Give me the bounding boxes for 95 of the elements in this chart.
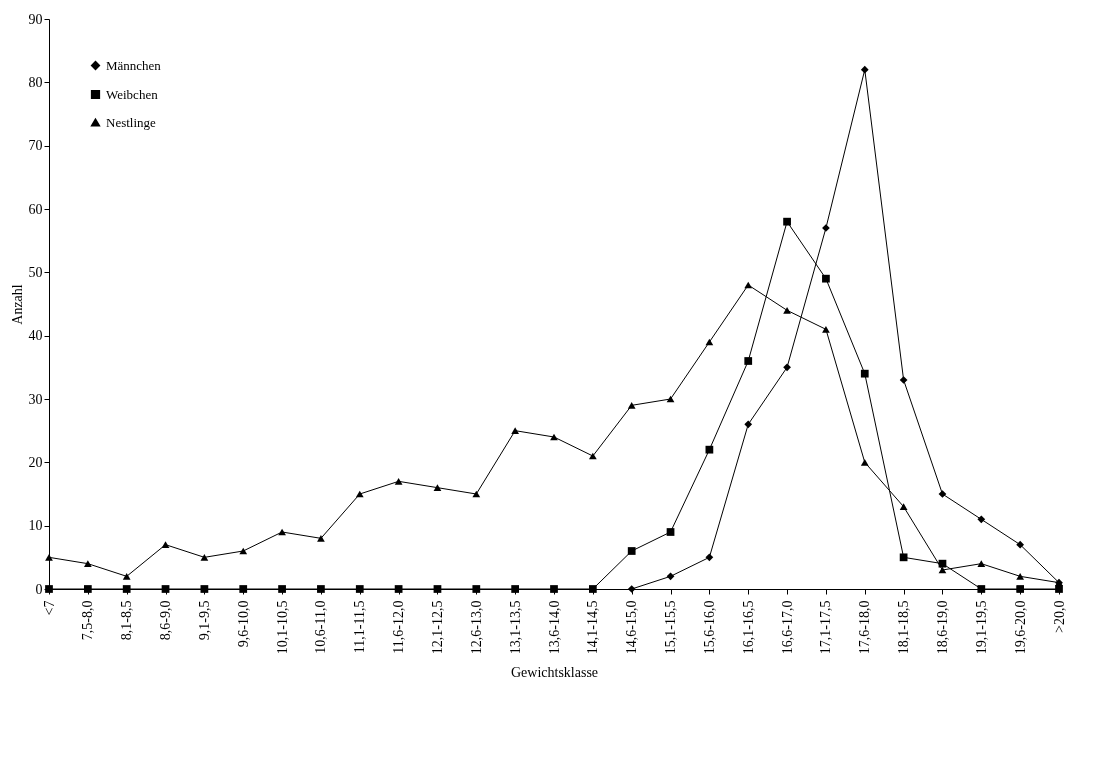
point bbox=[899, 376, 908, 384]
point bbox=[899, 553, 908, 562]
point bbox=[666, 395, 675, 403]
x-tick-label: 8,1-8,5 bbox=[119, 600, 135, 641]
point bbox=[83, 560, 92, 568]
point bbox=[122, 572, 131, 580]
y-tick-label: 50 bbox=[28, 264, 43, 280]
point bbox=[627, 401, 636, 409]
point bbox=[161, 541, 170, 549]
x-tick-label: 10,1-10,5 bbox=[274, 600, 290, 655]
point bbox=[1016, 540, 1025, 549]
y-tick-label: 40 bbox=[28, 328, 43, 344]
point bbox=[317, 585, 325, 593]
x-tick-label: 9,1-9,5 bbox=[196, 600, 212, 641]
point bbox=[666, 572, 675, 581]
y-tick-label: 70 bbox=[28, 138, 43, 154]
legend-label: Nestlinge bbox=[106, 114, 157, 130]
point bbox=[472, 585, 481, 593]
point bbox=[860, 369, 869, 378]
point bbox=[472, 490, 481, 498]
y-tick-label: 90 bbox=[28, 11, 43, 27]
point bbox=[938, 490, 947, 498]
point bbox=[860, 65, 869, 74]
point bbox=[45, 553, 53, 561]
point bbox=[705, 553, 714, 562]
point bbox=[938, 559, 947, 568]
y-axis-title: Anzahl bbox=[9, 284, 25, 325]
point bbox=[550, 585, 558, 593]
x-tick-label: <7 bbox=[41, 600, 57, 616]
y-tick-label: 10 bbox=[28, 518, 43, 534]
point bbox=[783, 217, 791, 226]
point bbox=[744, 420, 753, 429]
x-tick-label: 15,1-15,5 bbox=[663, 600, 679, 655]
point bbox=[200, 585, 209, 593]
x-tick-label: 15,6-16,0 bbox=[701, 600, 717, 655]
x-tick-label: 19,1-19,5 bbox=[973, 600, 989, 655]
x-tick-label: 16,6-17,0 bbox=[779, 600, 795, 655]
point bbox=[705, 445, 714, 454]
point bbox=[239, 585, 248, 593]
x-tick-label: 7,5-8,0 bbox=[80, 600, 96, 641]
point bbox=[627, 547, 636, 555]
x-tick-label: 12,1-12,5 bbox=[429, 600, 445, 655]
point bbox=[822, 274, 830, 283]
x-tick-label: >20,0 bbox=[1051, 600, 1067, 633]
point bbox=[822, 325, 830, 333]
point bbox=[433, 585, 442, 593]
x-tick-label: 13,6-14,0 bbox=[546, 600, 562, 655]
point bbox=[161, 585, 170, 593]
x-tick-label: 16,1-16,5 bbox=[740, 600, 756, 655]
x-tick-label: 10,6-11,0 bbox=[313, 600, 329, 654]
point bbox=[977, 560, 986, 568]
point bbox=[278, 585, 286, 593]
point bbox=[394, 585, 403, 593]
x-tick-label: 17,1-17,5 bbox=[818, 600, 834, 655]
point bbox=[744, 357, 753, 365]
point bbox=[1016, 572, 1025, 580]
point bbox=[588, 585, 597, 593]
x-axis-title: Gewichtsklasse bbox=[510, 665, 599, 681]
x-tick-label: 13,1-13,5 bbox=[507, 600, 523, 655]
x-tick-label: 17,6-18,0 bbox=[857, 600, 873, 655]
x-tick-label: 11,1-11,5 bbox=[352, 600, 368, 654]
x-tick-label: 12,6-13,0 bbox=[468, 600, 484, 655]
point bbox=[511, 585, 520, 593]
x-tick-label: 18,6-19,0 bbox=[934, 600, 950, 655]
legend-label: Männchen bbox=[106, 57, 162, 73]
point bbox=[355, 585, 364, 593]
point bbox=[666, 528, 675, 536]
point bbox=[938, 566, 947, 574]
point bbox=[433, 484, 442, 492]
point bbox=[977, 585, 986, 593]
point bbox=[1016, 585, 1025, 593]
point bbox=[783, 306, 791, 314]
point bbox=[122, 585, 131, 593]
point bbox=[394, 477, 403, 485]
point bbox=[200, 553, 209, 561]
point bbox=[511, 427, 520, 435]
x-tick-label: 18,1-18,5 bbox=[896, 600, 912, 655]
point bbox=[899, 503, 908, 511]
x-tick-label: 19,6-20,0 bbox=[1012, 600, 1028, 655]
x-tick-label: 8,6-9,0 bbox=[158, 600, 174, 641]
y-tick-label: 0 bbox=[35, 581, 43, 597]
point bbox=[317, 534, 325, 542]
point bbox=[83, 585, 92, 593]
x-tick-label: 11,6-12,0 bbox=[391, 600, 407, 654]
y-tick-label: 30 bbox=[28, 391, 43, 407]
y-tick-label: 80 bbox=[28, 74, 43, 90]
y-tick-label: 60 bbox=[28, 201, 43, 217]
point bbox=[783, 363, 791, 372]
point bbox=[977, 515, 986, 524]
x-tick-label: 9,6-10,0 bbox=[235, 600, 251, 648]
y-tick-label: 20 bbox=[28, 454, 43, 470]
x-tick-label: 14,6-15,0 bbox=[624, 600, 640, 655]
legend-label: Weibchen bbox=[106, 86, 159, 102]
x-tick-label: 14,1-14,5 bbox=[585, 600, 601, 655]
point bbox=[860, 458, 869, 466]
